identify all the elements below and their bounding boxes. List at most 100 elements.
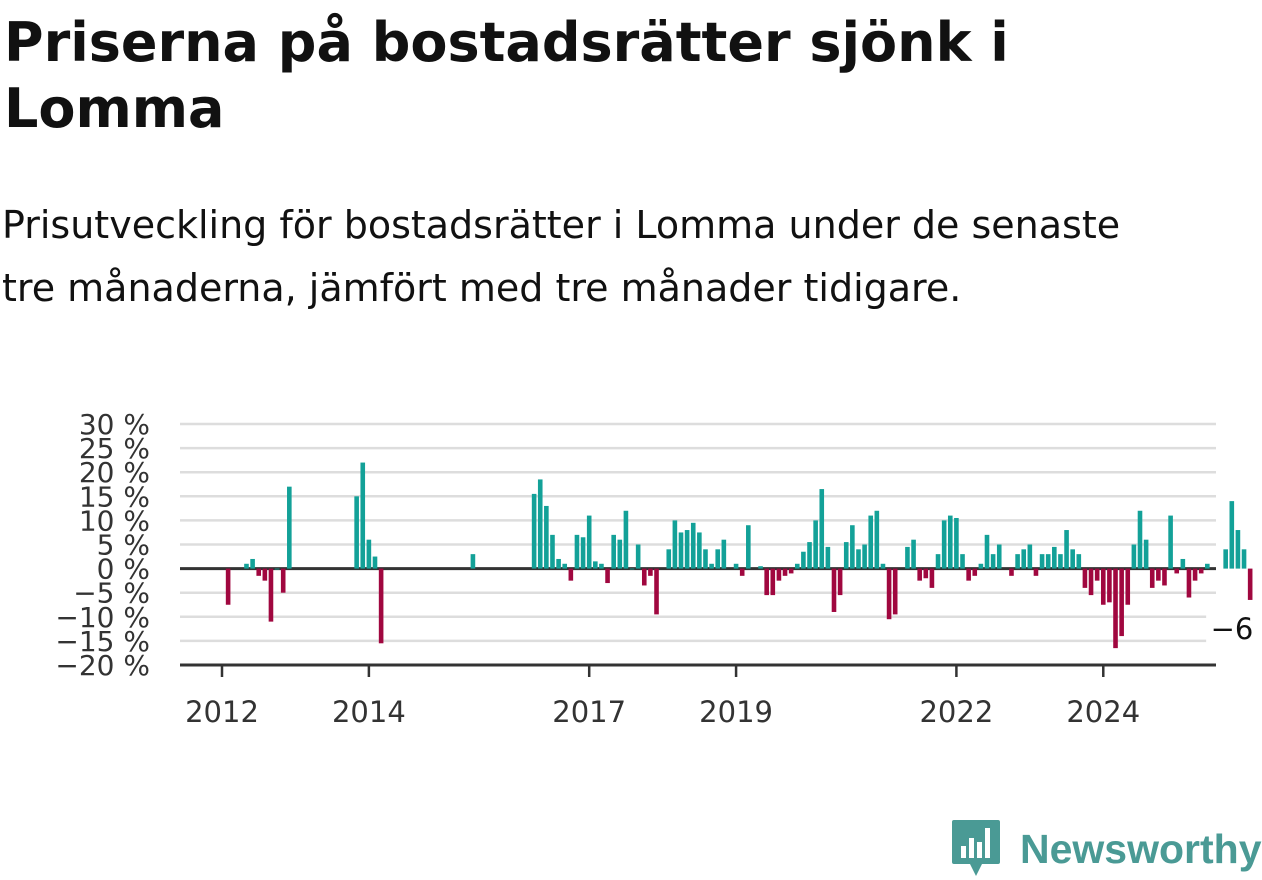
bar-positive <box>1168 515 1173 569</box>
bar-negative <box>892 568 898 615</box>
bar-positive <box>690 522 696 569</box>
bar-negative <box>605 568 610 584</box>
newsworthy-logo-icon <box>952 820 1000 876</box>
bar-positive <box>960 554 965 569</box>
bar-positive <box>684 530 690 569</box>
bar-positive <box>672 520 678 569</box>
bar-positive <box>580 537 586 569</box>
bar-positive <box>244 563 249 569</box>
bar-positive <box>758 566 763 569</box>
bar-positive <box>354 496 359 569</box>
bar-positive <box>935 554 941 569</box>
bar-negative <box>262 568 268 581</box>
bar-positive <box>617 539 623 569</box>
y-tick-label: −5 % <box>73 577 150 610</box>
bar-positive <box>905 546 910 569</box>
bar-positive <box>941 520 947 569</box>
bar-positive <box>531 493 537 569</box>
bar-positive <box>599 563 604 569</box>
bar-negative <box>568 568 574 581</box>
bar-negative <box>1119 568 1124 637</box>
bar-negative <box>764 568 769 596</box>
bar-negative <box>1156 568 1161 581</box>
bar-positive <box>623 510 629 569</box>
bar-series <box>225 462 1253 649</box>
bar-positive <box>990 554 996 569</box>
bar-positive <box>862 544 867 569</box>
y-tick-label: 15 % <box>79 480 150 513</box>
bar-negative <box>1198 568 1204 574</box>
bar-positive <box>1235 530 1241 569</box>
bar-positive <box>954 517 959 569</box>
x-tick-label: 2019 <box>699 695 773 729</box>
bar-positive <box>1052 546 1057 569</box>
bar-positive <box>825 546 831 569</box>
bar-positive <box>537 479 543 569</box>
bar-negative <box>1107 568 1112 603</box>
bar-positive <box>635 544 641 569</box>
x-tick-label: 2024 <box>1066 695 1140 729</box>
x-axis: 2012 2014 2017 2019 2022 2024 <box>180 663 1216 729</box>
bar-negative <box>268 568 274 622</box>
bar-positive <box>1137 510 1143 569</box>
bar-negative <box>654 568 659 615</box>
bar-positive <box>1058 554 1063 569</box>
bar-positive <box>880 563 886 569</box>
bar-negative <box>1149 568 1155 588</box>
bar-negative <box>1094 568 1100 581</box>
y-tick-label: −20 % <box>55 649 150 682</box>
y-tick-label: 25 % <box>79 432 150 465</box>
latest-value-label: −6 % <box>1211 612 1262 646</box>
bar-negative <box>1192 568 1198 581</box>
bar-negative <box>1082 568 1088 588</box>
bar-positive <box>868 515 874 569</box>
bar-negative <box>1009 568 1014 576</box>
bar-positive <box>703 549 708 569</box>
y-tick-label: 0 % <box>97 553 150 586</box>
bar-positive <box>794 563 800 569</box>
bar-negative <box>1247 568 1253 600</box>
bar-negative <box>378 568 384 644</box>
bar-negative <box>1162 568 1167 586</box>
bar-positive <box>801 551 806 569</box>
bar-positive <box>874 510 880 569</box>
bar-positive <box>287 486 292 569</box>
bar-negative <box>739 568 745 576</box>
bar-negative <box>831 568 837 612</box>
annotation-background <box>1206 608 1262 649</box>
y-tick-label: −10 % <box>55 601 150 634</box>
bar-negative <box>972 568 978 576</box>
bar-positive <box>697 532 702 569</box>
bar-negative <box>770 568 776 596</box>
bar-negative <box>256 568 262 576</box>
bar-chart: 30 %25 %20 %15 %10 %5 %0 %−5 %−10 %−15 %… <box>55 408 1262 729</box>
bar-positive <box>1241 549 1247 569</box>
bar-positive <box>721 539 727 569</box>
bar-positive <box>1027 544 1033 569</box>
bar-positive <box>611 534 616 569</box>
bar-negative <box>1113 568 1118 649</box>
bar-negative <box>280 568 286 593</box>
bar-positive <box>984 534 990 569</box>
y-tick-label: 20 % <box>79 456 150 489</box>
bar-positive <box>947 515 953 569</box>
y-tick-label: 30 % <box>79 408 150 441</box>
bar-positive <box>715 549 721 569</box>
bar-positive <box>1015 554 1020 569</box>
x-tick-label: 2017 <box>552 695 626 729</box>
bar-negative <box>923 568 929 579</box>
x-tick-label: 2012 <box>185 695 259 729</box>
bar-positive <box>250 558 255 569</box>
brand-name: Newsworthy <box>1020 825 1262 872</box>
bar-negative <box>917 568 922 581</box>
bar-positive <box>1021 549 1027 569</box>
bar-negative <box>966 568 971 581</box>
bar-positive <box>544 505 549 569</box>
bar-negative <box>837 568 843 596</box>
bar-positive <box>911 539 916 569</box>
bar-positive <box>1180 558 1186 569</box>
bar-negative <box>886 568 892 620</box>
bar-negative <box>1033 568 1039 576</box>
bar-negative <box>648 568 653 576</box>
bar-negative <box>1174 568 1180 574</box>
